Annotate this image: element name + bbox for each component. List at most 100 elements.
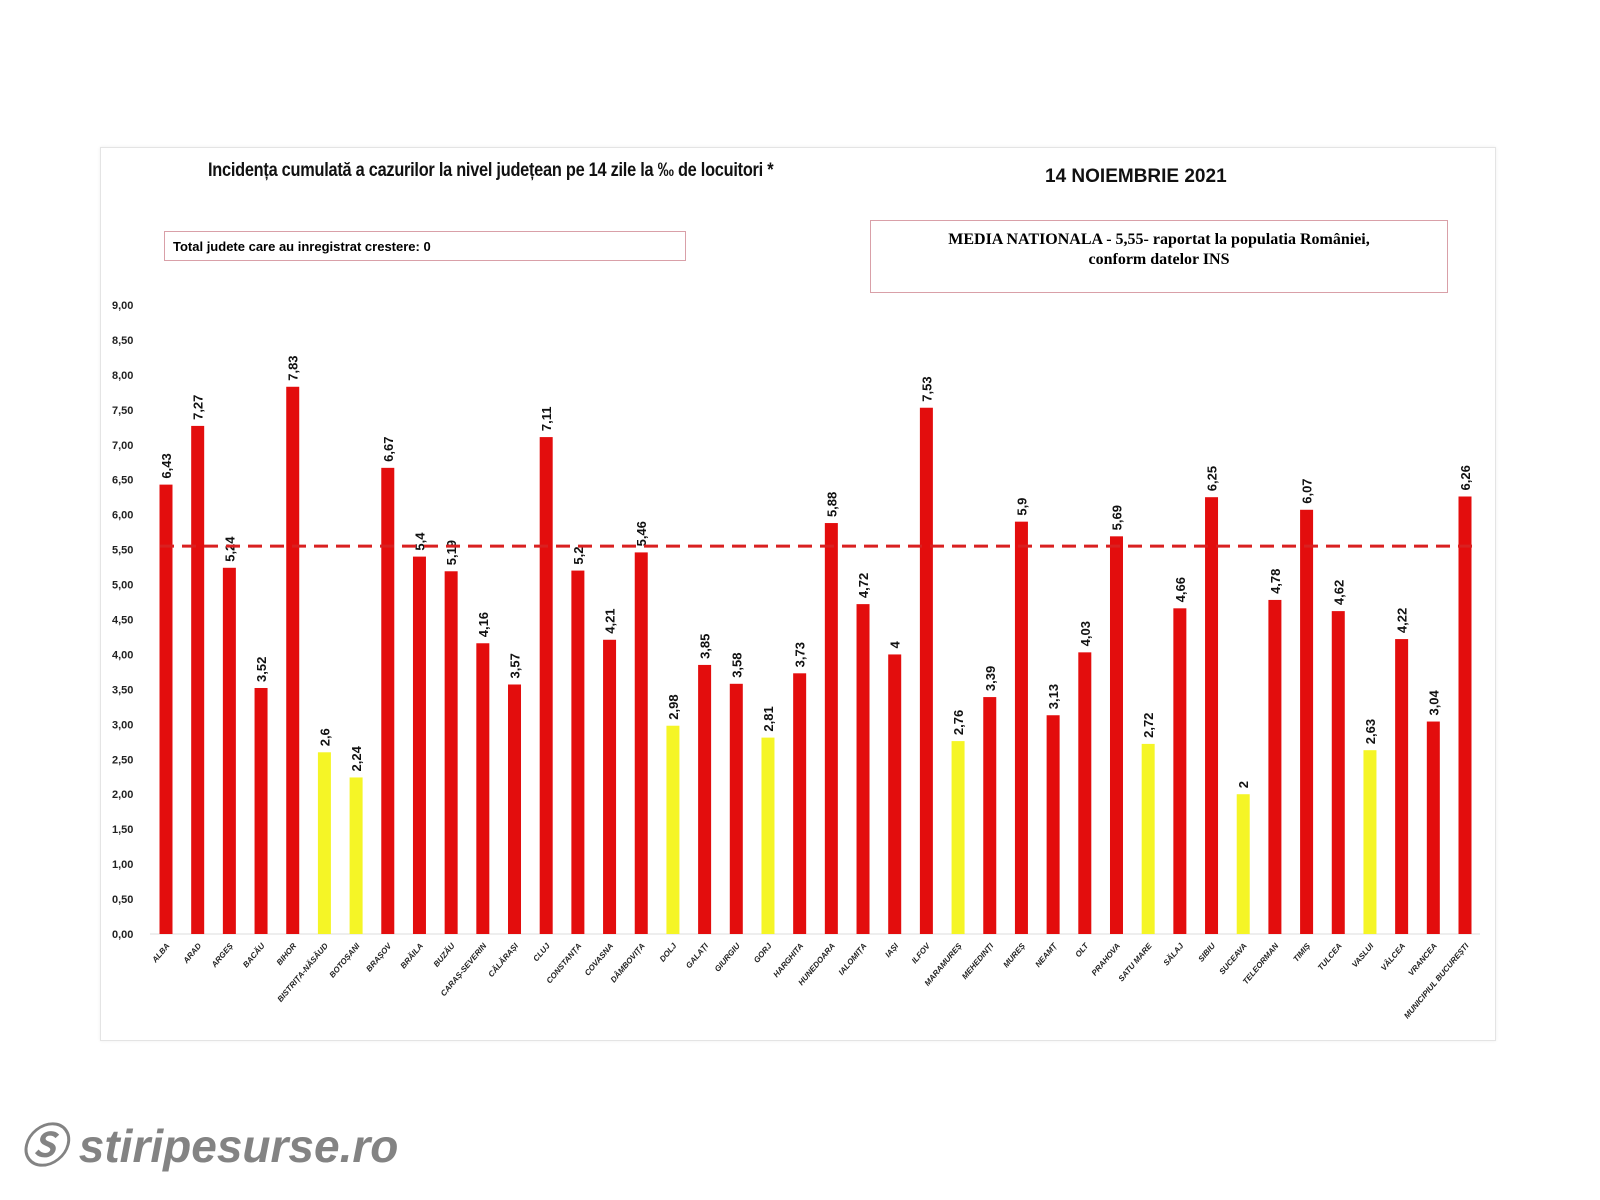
chart-frame: [100, 147, 1496, 1041]
y-tick-label: 0,50: [112, 894, 133, 906]
bar: [191, 425, 205, 934]
bar: [729, 683, 743, 934]
bar: [793, 673, 807, 934]
y-tick-label: 8,50: [112, 335, 133, 347]
bar: [1141, 743, 1155, 934]
x-tick-label: TIMIȘ: [1292, 941, 1313, 964]
data-label: 2,98: [666, 694, 681, 719]
x-tick-label: BACĂU: [241, 941, 267, 969]
y-tick-label: 9,00: [112, 300, 133, 312]
bar: [1014, 521, 1028, 934]
bar: [476, 643, 490, 934]
data-label: 3,04: [1426, 689, 1441, 715]
data-label: 6,25: [1205, 466, 1220, 491]
data-label: 4,22: [1395, 608, 1410, 633]
data-label: 5,24: [222, 536, 237, 562]
x-tick-label: BUZĂU: [432, 941, 457, 968]
x-tick-label: BIHOR: [275, 941, 299, 967]
y-tick-label: 6,00: [112, 510, 133, 522]
bar: [951, 741, 965, 934]
bar: [1300, 509, 1314, 934]
data-label: 3,13: [1046, 684, 1061, 709]
data-label: 4,66: [1173, 577, 1188, 602]
bar: [571, 570, 585, 934]
bar: [1268, 599, 1282, 934]
bar: [983, 697, 997, 934]
x-tick-label: OLT: [1074, 941, 1092, 959]
data-label: 4,62: [1331, 580, 1346, 605]
watermark-logo: Ⓢ stiripesurse.ro: [20, 1120, 399, 1172]
bar: [634, 552, 648, 934]
y-tick-label: 2,00: [112, 789, 133, 801]
x-tick-label: GORJ: [752, 941, 774, 965]
chart-date: 14 NOIEMBRIE 2021: [1045, 166, 1227, 187]
y-tick-label: 3,50: [112, 684, 133, 696]
x-tick-label: DOLJ: [658, 941, 679, 964]
x-tick-label: MUREȘ: [1002, 941, 1028, 969]
data-label: 3,58: [729, 652, 744, 677]
data-label: 3,57: [508, 653, 523, 678]
bar: [603, 639, 617, 934]
y-tick-label: 5,50: [112, 545, 133, 557]
bar: [1173, 608, 1187, 934]
data-label: 3,73: [793, 642, 808, 667]
y-tick-label: 8,00: [112, 370, 133, 382]
y-tick-label: 5,00: [112, 580, 133, 592]
x-tick-label: VRANCEA: [1407, 941, 1439, 977]
bar: [1205, 497, 1219, 934]
data-label: 2: [1236, 781, 1251, 788]
x-tick-label: SATU MARE: [1117, 941, 1155, 983]
x-tick-label: SUCEAVA: [1217, 941, 1248, 976]
data-label: 5,19: [444, 540, 459, 565]
data-label: 4,72: [856, 573, 871, 598]
x-tick-label: MEHEDINȚI: [960, 941, 996, 981]
data-label: 4,21: [603, 608, 618, 633]
bar: [412, 556, 426, 934]
bar: [698, 664, 712, 934]
data-label: 5,88: [824, 492, 839, 517]
y-tick-label: 3,00: [112, 719, 133, 731]
x-tick-label: COVASNA: [583, 941, 615, 977]
x-tick-label: CLUJ: [531, 941, 552, 963]
y-tick-label: 7,00: [112, 440, 133, 452]
bar: [508, 684, 522, 934]
x-tick-label: GALAȚI: [684, 941, 711, 970]
data-label: 4,03: [1078, 621, 1093, 646]
x-tick-label: BOTOȘANI: [328, 941, 362, 980]
bar: [1458, 496, 1472, 934]
x-tick-label: ARAD: [181, 941, 204, 965]
data-label: 5,4: [412, 532, 427, 551]
bar: [286, 386, 300, 934]
data-label: 4: [888, 640, 903, 648]
bar: [254, 687, 268, 934]
x-tick-label: PRAHOVA: [1090, 941, 1122, 977]
x-tick-label: HARGHITA: [772, 941, 806, 979]
data-label: 2,6: [317, 728, 332, 746]
data-label: 6,43: [159, 453, 174, 478]
y-tick-label: 2,50: [112, 754, 133, 766]
bar: [919, 407, 933, 934]
bar: [539, 437, 553, 934]
data-label: 5,9: [1014, 498, 1029, 516]
data-label: 7,27: [191, 395, 206, 420]
data-label: 3,85: [698, 634, 713, 659]
x-tick-label: VÂLCEA: [1379, 941, 1407, 972]
y-tick-label: 7,50: [112, 405, 133, 417]
bar: [856, 604, 870, 934]
y-tick-label: 0,00: [112, 929, 133, 941]
national-average-box: MEDIA NATIONALA - 5,55- raportat la popu…: [870, 220, 1448, 293]
bar: [317, 752, 331, 934]
x-tick-label: SIBIU: [1196, 941, 1217, 963]
data-label: 5,69: [1109, 505, 1124, 530]
data-label: 4,78: [1268, 569, 1283, 594]
bar: [824, 523, 838, 934]
y-tick-label: 1,00: [112, 859, 133, 871]
chart-title: Incidența cumulată a cazurilor la nivel …: [208, 160, 774, 181]
data-label: 4,16: [476, 612, 491, 637]
bar: [666, 725, 680, 934]
x-tick-label: IALOMIȚA: [837, 941, 869, 977]
data-label: 7,53: [919, 376, 934, 401]
increase-count-box: Total judete care au inregistrat crester…: [164, 231, 686, 261]
x-tick-label: VASLUI: [1350, 941, 1376, 969]
bar: [349, 777, 363, 934]
